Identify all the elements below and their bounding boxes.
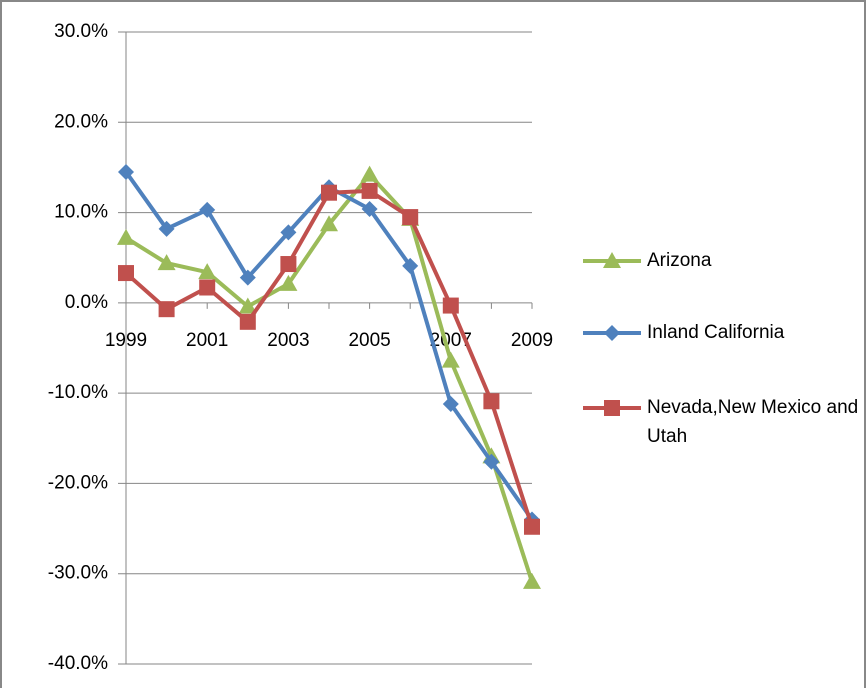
data-point [442,297,459,314]
data-point [402,209,419,226]
data-point [442,395,459,412]
data-point [483,453,500,470]
data-point [361,200,378,217]
y-tick-label: -10.0% [48,382,108,403]
data-point [239,313,256,330]
y-tick-label: 0.0% [65,292,108,313]
legend-marker [604,400,620,416]
data-point [441,351,460,368]
legend-label: Nevada,New Mexico and Utah [647,397,859,447]
data-point [360,165,379,182]
x-tick-label: 2009 [511,330,553,351]
data-point [483,393,500,410]
data-point [524,518,540,535]
data-point [402,257,419,274]
data-point [157,254,176,271]
data-point [198,263,217,280]
x-tick-label: 2001 [186,330,228,351]
data-point [199,201,216,218]
data-point [321,184,337,201]
data-point [280,256,297,273]
data-point [158,220,175,237]
y-tick-label: 20.0% [54,111,108,132]
data-point [523,572,541,589]
data-point [280,224,297,241]
legend-label: Arizona [647,250,712,271]
y-tick-label: 30.0% [54,21,108,42]
y-tick-label: -30.0% [48,563,108,584]
data-point [361,182,378,199]
legend-marker [604,325,620,341]
y-tick-label: 10.0% [54,202,108,223]
x-tick-label: 2005 [348,330,390,351]
data-point [238,297,257,314]
data-point [239,269,256,286]
y-tick-label: -40.0% [48,653,108,674]
data-point [279,274,298,291]
data-point [118,265,134,282]
data-point [158,301,175,318]
y-tick-label: -20.0% [48,472,108,493]
legend-label: Inland California [647,322,785,343]
data-point [199,279,216,296]
data-point [320,215,338,232]
data-point [117,228,135,245]
data-point [118,163,134,180]
x-tick-label: 1999 [105,330,147,351]
x-tick-label: 2003 [267,330,309,351]
legend-marker [603,252,621,268]
